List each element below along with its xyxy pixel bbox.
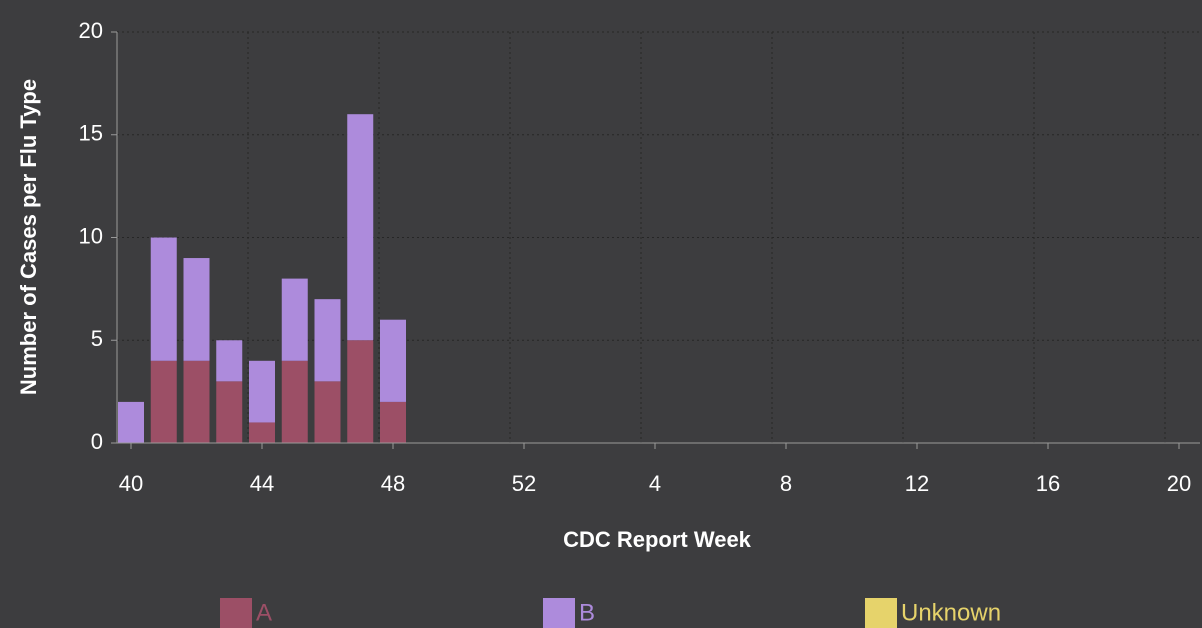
- legend-label: Unknown: [901, 599, 1001, 626]
- y-tick-label: 10: [79, 223, 103, 248]
- y-tick-label: 15: [79, 121, 103, 146]
- bar-segment: [380, 401, 406, 443]
- y-tick-label: 0: [91, 429, 103, 454]
- legend-label: B: [579, 599, 595, 626]
- bar-segment: [249, 422, 275, 443]
- x-tick-label: 20: [1167, 471, 1191, 496]
- y-axis-label: Number of Cases per Flu Type: [16, 79, 41, 395]
- bar-segment: [347, 114, 374, 341]
- x-tick-label: 16: [1036, 471, 1060, 496]
- bar-segment: [380, 319, 406, 402]
- y-tick-label: 20: [79, 18, 103, 43]
- x-axis-label: CDC Report Week: [563, 527, 752, 552]
- x-tick-label: 44: [250, 471, 274, 496]
- x-tick-label: 4: [649, 471, 661, 496]
- x-tick-label: 52: [512, 471, 536, 496]
- bar-segment: [216, 381, 243, 443]
- bar-segment: [314, 381, 341, 443]
- legend-swatch: [543, 598, 575, 628]
- y-tick-label: 5: [91, 326, 103, 351]
- legend-swatch: [865, 598, 897, 628]
- bar-segment: [150, 237, 177, 361]
- x-tick-label: 8: [780, 471, 792, 496]
- bar-segment: [183, 360, 210, 443]
- bar-segment: [216, 340, 243, 382]
- bar-segment: [281, 278, 308, 361]
- bar-segment: [150, 360, 177, 443]
- x-tick-label: 40: [119, 471, 143, 496]
- legend-label: A: [256, 599, 272, 626]
- legend-swatch: [220, 598, 252, 628]
- bar-segment: [281, 360, 308, 443]
- bar-segment: [347, 340, 374, 443]
- x-tick-label: 12: [905, 471, 929, 496]
- bar-segment: [249, 360, 275, 423]
- bar-segment: [183, 258, 210, 361]
- bar-segment: [314, 299, 341, 382]
- bar-segment: [118, 401, 144, 443]
- x-tick-label: 48: [381, 471, 405, 496]
